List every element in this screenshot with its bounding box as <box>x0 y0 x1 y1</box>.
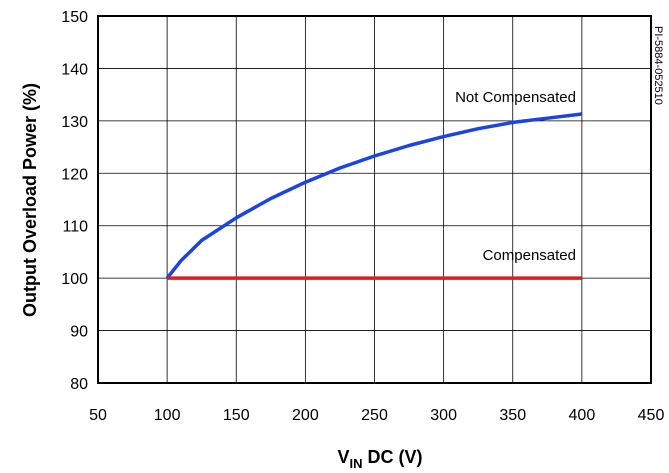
y-axis-ticks: 80 90 100 110 120 130 140 150 <box>61 9 88 393</box>
x-axis-title-subscript: IN <box>350 456 363 468</box>
x-axis-title-main: V <box>337 447 349 467</box>
y-tick-label: 100 <box>61 271 88 288</box>
x-tick-label: 150 <box>223 407 250 424</box>
x-axis-title: VIN DC (V) <box>337 447 422 468</box>
series-line-not-compensated <box>165 112 583 280</box>
y-tick-label: 150 <box>61 9 88 26</box>
x-axis-title-rest: DC (V) <box>363 447 423 467</box>
y-tick-label: 110 <box>62 219 88 236</box>
series-label-compensated: Compensated <box>483 247 576 264</box>
x-tick-label: 400 <box>569 407 596 424</box>
y-tick-label: 140 <box>61 61 88 78</box>
x-tick-label: 100 <box>154 407 181 424</box>
x-tick-label: 200 <box>292 407 319 424</box>
x-tick-label: 350 <box>499 407 526 424</box>
figure-code-label: PI-5884-052510 <box>652 26 664 105</box>
y-axis-title: Output Overload Power (%) <box>20 83 40 317</box>
y-tick-label: 90 <box>70 324 88 341</box>
x-tick-label: 50 <box>89 407 107 424</box>
x-tick-label: 450 <box>638 407 665 424</box>
x-axis-ticks: 50 100 150 200 250 300 350 400 450 <box>89 407 664 424</box>
x-tick-label: 300 <box>430 407 457 424</box>
y-tick-label: 130 <box>61 114 88 131</box>
y-tick-label: 80 <box>70 376 88 393</box>
plot-area-frame <box>97 15 652 384</box>
x-tick-label: 250 <box>361 407 388 424</box>
series-label-not-compensated: Not Compensated <box>455 89 576 106</box>
grid-lines <box>98 16 651 383</box>
series-lines <box>165 112 583 280</box>
y-tick-label: 120 <box>61 166 88 183</box>
